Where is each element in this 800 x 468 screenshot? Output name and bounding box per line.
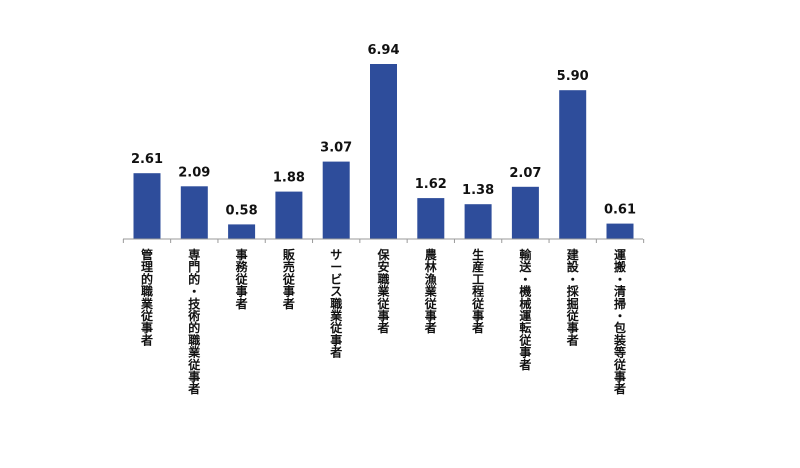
bar (275, 191, 303, 239)
bar (417, 198, 445, 239)
category-label: 建設・採掘従事者 (566, 247, 580, 347)
category-label: 農林漁業従事者 (424, 247, 438, 335)
category-labels: 管理的職業従事者 専門的・技術的職業従事者 事務従事者 販売従事者 サービス職業従事者 保… (140, 247, 627, 396)
data-label: 0.58 (226, 203, 258, 218)
category-label: 管理的職業従事者 (140, 247, 154, 347)
bar (464, 204, 492, 239)
data-label: 2.07 (509, 166, 541, 181)
data-label: 3.07 (320, 141, 352, 156)
data-label: 0.61 (604, 203, 636, 218)
bar (370, 64, 397, 239)
bar (559, 90, 587, 239)
category-label: 事務従事者 (235, 247, 249, 311)
category-label: 輸送・機械運転従事者 (518, 247, 532, 372)
bar (606, 223, 634, 239)
data-label: 2.09 (178, 165, 210, 180)
bar (133, 173, 161, 239)
data-label: 1.88 (273, 171, 305, 186)
category-label: 運搬・清掃・包装等従事者 (613, 248, 627, 396)
data-label: 6.94 (367, 43, 399, 58)
category-label: 販売従事者 (282, 247, 296, 311)
data-label: 5.90 (557, 69, 589, 84)
value-labels: 2.61 2.09 0.58 1.88 3.07 6.94 1.62 1.38 2.07 5.90… (131, 43, 636, 218)
category-label: 保安職業従事者 (376, 247, 390, 335)
x-axis (122, 238, 645, 243)
data-label: 1.62 (415, 177, 447, 192)
bar (511, 186, 539, 239)
data-label: 1.38 (462, 183, 494, 198)
data-label: 2.61 (131, 152, 163, 167)
bar (180, 186, 208, 239)
bar (322, 161, 350, 239)
category-label: 生産工程従事者 (471, 247, 485, 335)
bars-layer (133, 64, 634, 239)
category-label: サービス職業従事者 (329, 248, 343, 360)
category-label: 専門的・技術的職業従事者 (187, 247, 201, 396)
bar (228, 224, 256, 239)
